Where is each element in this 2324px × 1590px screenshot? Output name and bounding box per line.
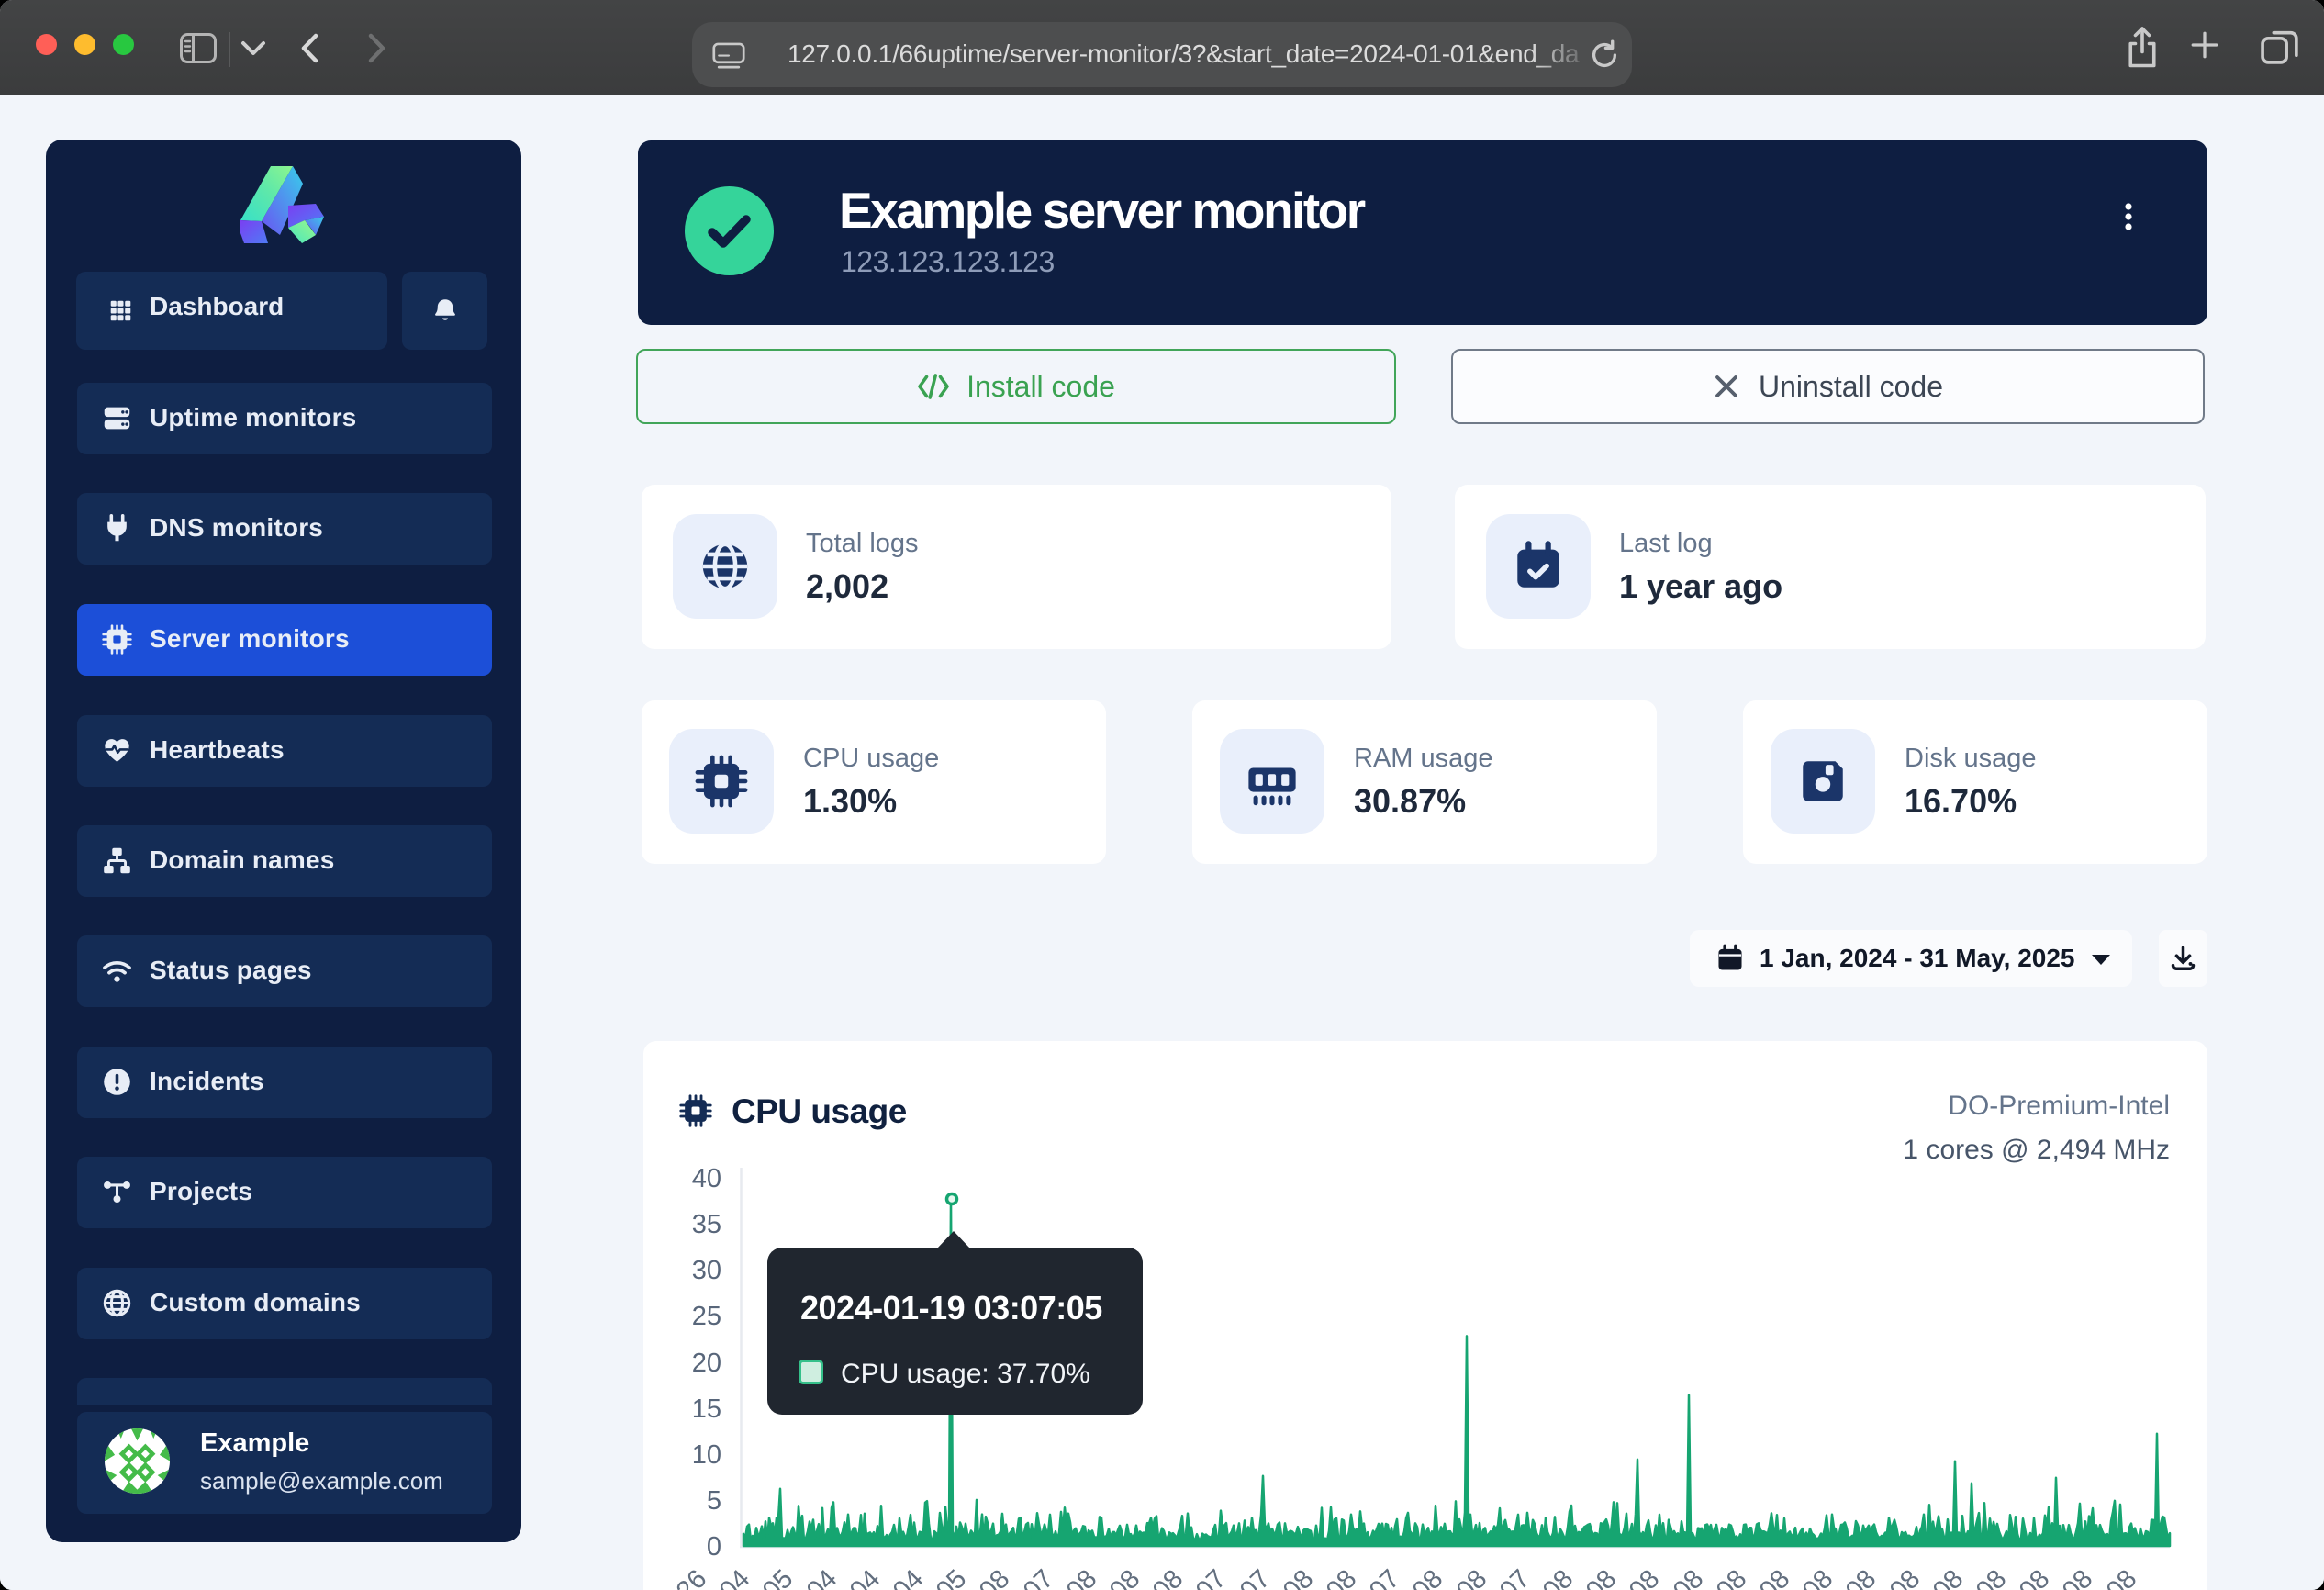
svg-text:08: 08: [2014, 1564, 2055, 1590]
svg-text:04: 04: [844, 1564, 886, 1590]
svg-text:15: 15: [692, 1394, 721, 1424]
svg-text:08: 08: [2101, 1564, 2142, 1590]
svg-text:08: 08: [2057, 1564, 2098, 1590]
svg-text:08: 08: [1754, 1564, 1795, 1590]
svg-text:04: 04: [714, 1564, 755, 1590]
svg-text:04: 04: [888, 1564, 929, 1590]
svg-text:08: 08: [974, 1564, 1015, 1590]
svg-text:26: 26: [671, 1564, 712, 1590]
svg-text:07: 07: [1364, 1564, 1405, 1590]
svg-text:08: 08: [1278, 1564, 1319, 1590]
svg-text:08: 08: [1321, 1564, 1362, 1590]
svg-text:04: 04: [801, 1564, 843, 1590]
svg-text:08: 08: [1797, 1564, 1838, 1590]
svg-text:0: 0: [707, 1532, 721, 1562]
svg-text:08: 08: [1668, 1564, 1709, 1590]
svg-text:07: 07: [1018, 1564, 1059, 1590]
svg-text:08: 08: [1581, 1564, 1622, 1590]
svg-text:08: 08: [1147, 1564, 1189, 1590]
svg-text:08: 08: [1407, 1564, 1448, 1590]
svg-text:08: 08: [1927, 1564, 1969, 1590]
svg-text:05: 05: [931, 1564, 972, 1590]
svg-text:08: 08: [1884, 1564, 1926, 1590]
svg-text:30: 30: [692, 1256, 721, 1285]
svg-text:08: 08: [1971, 1564, 2012, 1590]
svg-text:08: 08: [1537, 1564, 1579, 1590]
svg-text:08: 08: [1711, 1564, 1752, 1590]
svg-text:07: 07: [1190, 1564, 1232, 1590]
svg-text:08: 08: [1840, 1564, 1882, 1590]
svg-text:05: 05: [757, 1564, 799, 1590]
svg-text:5: 5: [707, 1486, 721, 1516]
svg-text:35: 35: [692, 1210, 721, 1239]
svg-text:20: 20: [692, 1349, 721, 1378]
svg-text:08: 08: [1624, 1564, 1665, 1590]
svg-text:25: 25: [692, 1302, 721, 1331]
svg-text:10: 10: [692, 1440, 721, 1470]
svg-text:08: 08: [1451, 1564, 1492, 1590]
svg-text:08: 08: [1104, 1564, 1145, 1590]
svg-text:08: 08: [1061, 1564, 1102, 1590]
svg-text:40: 40: [692, 1164, 721, 1193]
svg-text:07: 07: [1494, 1564, 1536, 1590]
svg-text:07: 07: [1235, 1564, 1276, 1590]
